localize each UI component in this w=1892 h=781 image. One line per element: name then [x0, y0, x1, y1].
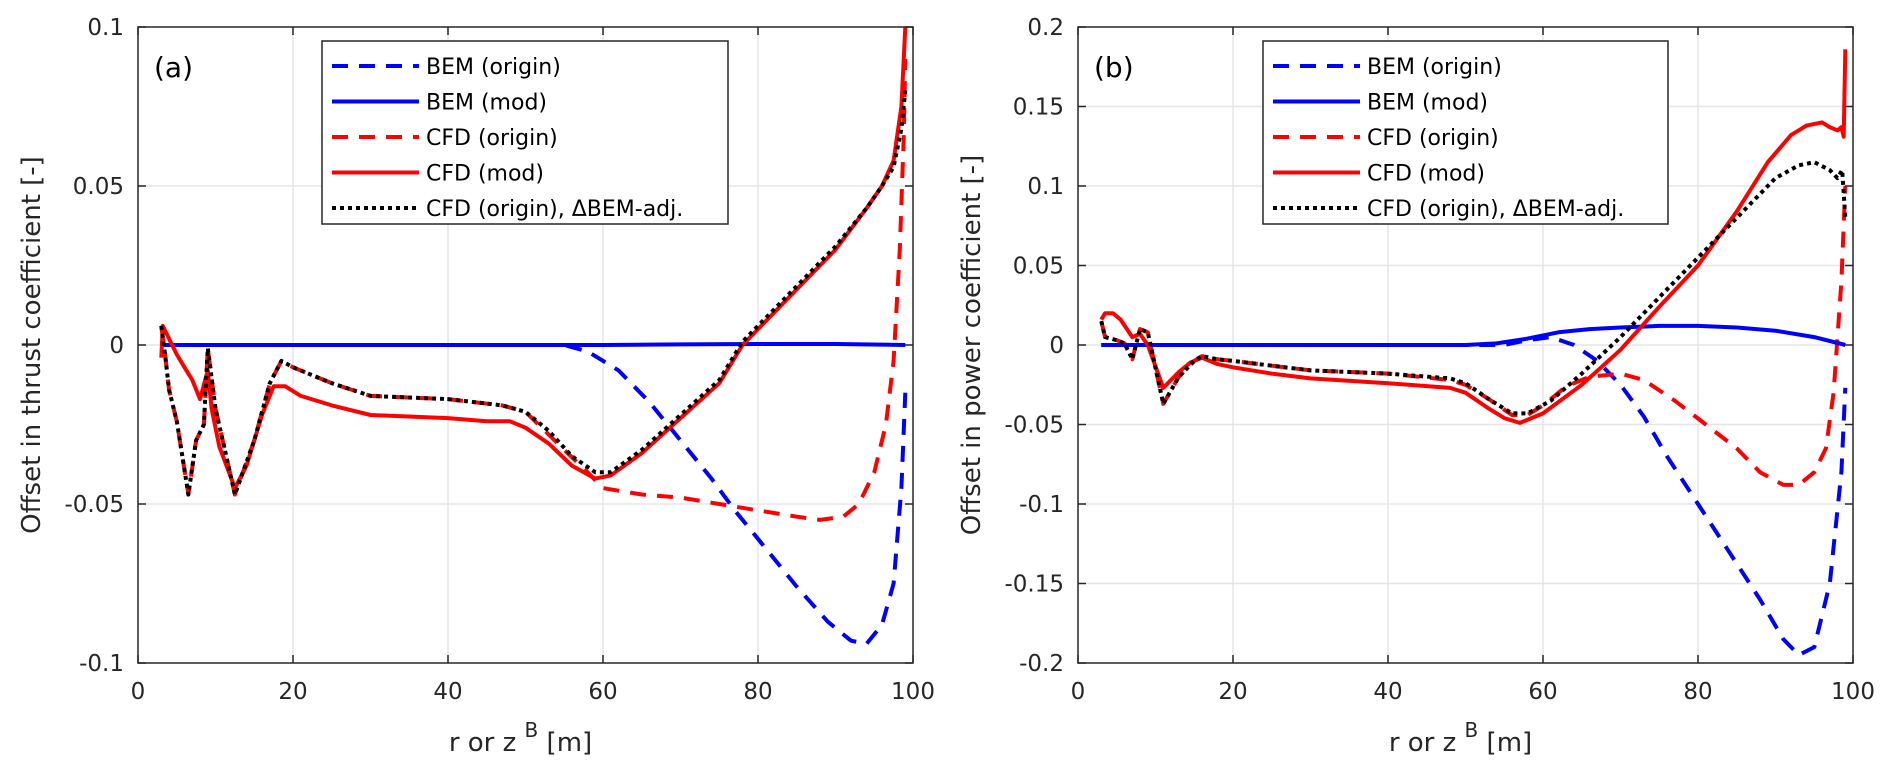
- legend-item: CFD (mod): [332, 162, 544, 187]
- panel-b-power: 0 20 40 60 80 100 -0.2 -0.15 -0.1 -0.05 0 0.05 0.1 0.…: [957, 15, 1875, 758]
- panel-label: (b): [1094, 51, 1134, 84]
- y-tick-label: -0.15: [1004, 572, 1064, 598]
- x-tick-label: 80: [743, 679, 772, 705]
- legend-label: CFD (origin), ΔBEM-adj.: [1367, 197, 1624, 222]
- y-tick-label: -0.1: [1019, 492, 1064, 518]
- x-tick-label: 60: [1528, 679, 1557, 705]
- x-axis-label: r or z B [m]: [449, 718, 592, 758]
- x-tick-label: 40: [1373, 679, 1402, 705]
- legend-item: CFD (origin), ΔBEM-adj.: [332, 197, 683, 222]
- x-tick-label: 20: [278, 679, 307, 705]
- y-axis-label: Offset in power coefficient [-]: [957, 155, 987, 535]
- x-tick-label: 100: [1831, 679, 1875, 705]
- legend-item: BEM (origin): [1273, 55, 1502, 80]
- legend-box: [321, 40, 729, 225]
- legend-label: CFD (mod): [426, 162, 544, 187]
- x-tick-label: 60: [588, 679, 617, 705]
- y-tick-label: -0.1: [79, 651, 124, 677]
- panel-a-thrust: 0 20 40 60 80 100 -0.1 -0.05 0 0.05 0.1 r or z B [m…: [17, 15, 935, 758]
- legend-item: CFD (origin), ΔBEM-adj.: [1273, 197, 1624, 222]
- legend: BEM (origin) BEM (mod) CFD (origin) CFD (mo…: [321, 40, 729, 225]
- y-tick-label: -0.2: [1019, 651, 1064, 677]
- x-tick-label: 20: [1218, 679, 1247, 705]
- series-group: [159, 26, 908, 646]
- legend-item: CFD (origin): [332, 126, 558, 151]
- legend-label: CFD (origin): [1367, 126, 1499, 151]
- x-tick-label: 0: [131, 679, 146, 705]
- legend-label: BEM (origin): [1367, 55, 1502, 80]
- y-tick-label: 0.1: [87, 15, 124, 41]
- legend-item: BEM (origin): [332, 55, 561, 80]
- series-line-bem-mod: [161, 342, 906, 347]
- x-tick-label: 100: [891, 679, 935, 705]
- x-tick-label: 80: [1683, 679, 1712, 705]
- y-axis-label: Offset in thrust coefficient [-]: [17, 156, 47, 534]
- legend-label: CFD (origin), ΔBEM-adj.: [426, 197, 683, 222]
- y-tick-label: 0.05: [73, 174, 124, 200]
- y-tick-label: 0: [109, 333, 124, 359]
- legend-label: CFD (origin): [426, 126, 558, 151]
- series-line-bem-origin: [1101, 335, 1848, 657]
- series-line-cfd-mod: [159, 26, 908, 491]
- legend-label: BEM (mod): [1367, 91, 1488, 116]
- legend-item: CFD (origin): [1273, 126, 1499, 151]
- legend: BEM (origin) BEM (mod) CFD (origin) CFD (mo…: [1262, 40, 1669, 225]
- series-line-cfd-origin-bem-adj: [1099, 160, 1848, 416]
- legend-label: CFD (mod): [1367, 162, 1485, 187]
- series-line-cfd-mod: [1099, 49, 1848, 425]
- legend-label: BEM (origin): [426, 55, 561, 80]
- grid: [1078, 27, 1853, 663]
- y-tick-label: 0.2: [1027, 15, 1064, 41]
- series-group: [1099, 49, 1848, 657]
- panel-label: (a): [154, 51, 193, 84]
- y-tick-label: -0.05: [64, 492, 124, 518]
- x-axis-label: r or z B [m]: [1389, 718, 1532, 758]
- y-tick-label: 0: [1049, 333, 1064, 359]
- legend-box: [1262, 40, 1669, 225]
- y-tick-label: -0.05: [1004, 413, 1064, 439]
- x-tick-label: 40: [433, 679, 462, 705]
- y-tick-label: 0.15: [1013, 95, 1064, 121]
- y-tick-label: 0.1: [1027, 174, 1064, 200]
- y-tick-label: 0.05: [1013, 254, 1064, 280]
- x-tick-label: 0: [1071, 679, 1086, 705]
- legend-label: BEM (mod): [426, 91, 547, 116]
- legend-item: BEM (mod): [1273, 91, 1488, 116]
- series-line-bem-mod: [1101, 323, 1846, 347]
- legend-item: BEM (mod): [332, 91, 547, 116]
- legend-item: CFD (mod): [1273, 162, 1485, 187]
